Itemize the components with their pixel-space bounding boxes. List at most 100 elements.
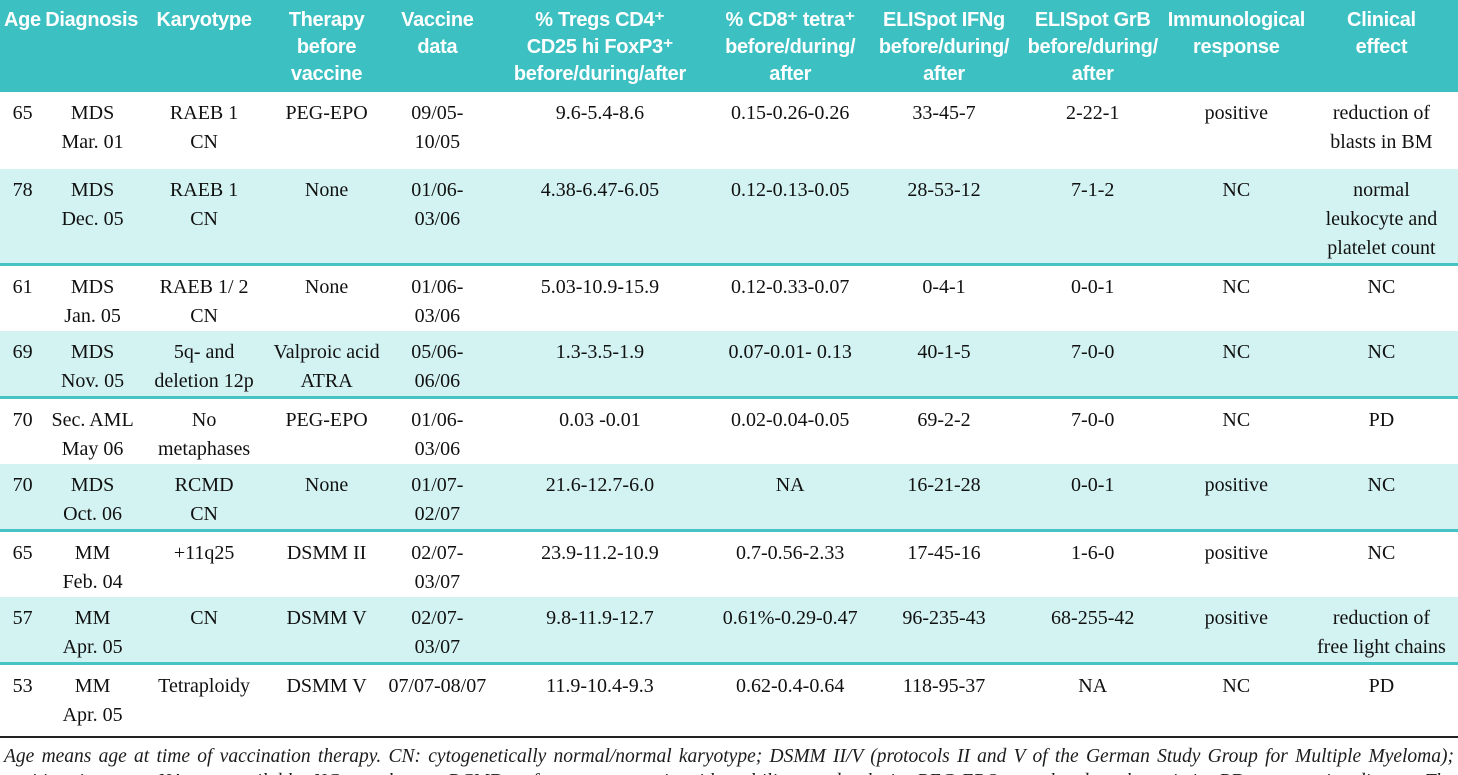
- header-row: Age Diagnosis Karyotype Therapy before vaccin…: [0, 0, 1458, 92]
- cell-1-therapy: PEG-EPO: [268, 92, 385, 169]
- cell-line: No: [191, 409, 217, 431]
- header-line: Karyotype: [156, 9, 252, 31]
- header-line: vaccine: [290, 63, 363, 85]
- cell-6-tregs: 21.6-12.7-6.0: [489, 464, 710, 532]
- cell-line: free light chains: [1317, 636, 1446, 658]
- cell-line: 69: [12, 341, 33, 363]
- header-line: after: [923, 63, 965, 85]
- cell-9-age: 53: [0, 664, 45, 736]
- patient-row-3: 61 MDS Jan. 05 RAEB 1/ 2 CN None 01/06- 03/06 5.…: [0, 265, 1458, 332]
- patient-row-5: 70 Sec. AML May 06 No metaphases PEG-EPO 01/06…: [0, 398, 1458, 465]
- cell-1-karyotype: RAEB 1 CN: [140, 92, 268, 169]
- cell-line: 7-1-2: [1071, 179, 1115, 201]
- cell-4-grb: 7-0-0: [1017, 331, 1168, 399]
- cell-line: 21.6-12.7-6.0: [545, 474, 655, 496]
- cell-4-karyotype: 5q- and deletion 12p: [139, 331, 269, 399]
- cell-line: 7-0-0: [1071, 341, 1115, 363]
- header-line: Therapy: [288, 9, 365, 31]
- cell-line: NC: [1367, 276, 1396, 298]
- cell-line: Mar. 01: [61, 131, 124, 153]
- header-line: Diagnosis: [45, 9, 139, 31]
- cell-line: 05/06-: [411, 341, 464, 363]
- cell-line: 0-0-1: [1071, 276, 1115, 298]
- cell-8-diagnosis: MM Apr. 05: [45, 597, 140, 665]
- cell-line: 0.61%-0.29-0.47: [722, 607, 858, 629]
- cell-line: 70: [12, 409, 33, 431]
- cell-3-vaccine: 01/06- 03/06: [385, 265, 490, 332]
- cell-line: Oct. 06: [63, 503, 123, 525]
- cell-line: RCMD: [174, 474, 234, 496]
- cell-3-karyotype: RAEB 1/ 2 CN: [140, 265, 268, 332]
- header-cell-clinical: Clinical effect: [1304, 0, 1458, 92]
- patient-row-1: 65 MDS Mar. 01 RAEB 1 CN PEG-EPO 09/05- 10/05 9.…: [0, 92, 1458, 169]
- header-line: after: [769, 63, 812, 85]
- cell-line: 02/07-: [411, 542, 464, 564]
- cell-line: 0-0-1: [1071, 474, 1115, 496]
- header-cell-cd8: % CD8⁺ tetra⁺ before/during/after: [710, 0, 871, 92]
- cell-4-tregs: 1.3-3.5-1.9: [489, 331, 710, 399]
- cell-line: MM: [74, 542, 111, 564]
- cell-2-vaccine: 01/06- 03/06: [384, 169, 490, 266]
- cell-2-tregs: 4.38-6.47-6.05: [489, 169, 710, 266]
- cell-line: 07/07-08/07: [388, 675, 487, 697]
- cell-line: NC: [1222, 276, 1251, 298]
- cell-line: None: [304, 474, 349, 496]
- header-line: response: [1193, 36, 1280, 58]
- header-cell-ifng: ELISpot IFNg before/during/after: [870, 0, 1018, 92]
- footnote: Age means age at time of vaccination the…: [4, 745, 1454, 775]
- cell-line: deletion 12p: [154, 370, 254, 392]
- cell-6-cd8: NA: [710, 464, 871, 532]
- cell-line: 69-2-2: [917, 409, 971, 431]
- cell-line: 5.03-10.9-15.9: [540, 276, 660, 298]
- cell-9-grb: NA: [1018, 664, 1168, 736]
- cell-4-diagnosis: MDS Nov. 05: [45, 331, 140, 399]
- cell-5-immuno: NC: [1168, 398, 1305, 465]
- cell-8-age: 57: [0, 597, 46, 665]
- cell-line: 0.15-0.26-0.26: [731, 102, 850, 124]
- cell-line: 28-53-12: [907, 179, 981, 201]
- cell-9-ifng: 118-95-37: [870, 664, 1017, 736]
- cell-6-ifng: 16-21-28: [870, 464, 1018, 532]
- cell-line: DSMM V: [286, 675, 367, 697]
- cell-1-clinical: reduction of blasts in BM: [1305, 92, 1458, 169]
- cell-9-clinical: PD: [1305, 664, 1458, 736]
- cell-6-age: 70: [0, 464, 46, 532]
- cell-line: 57: [12, 607, 33, 629]
- cell-8-ifng: 96-235-43: [870, 597, 1018, 665]
- cell-line: PEG-EPO: [285, 409, 368, 431]
- patient-vaccination-table: Age Diagnosis Karyotype Therapy before vaccin…: [0, 0, 1458, 736]
- cell-5-diagnosis: Sec. AML May 06: [45, 398, 140, 465]
- cell-line: None: [304, 179, 349, 201]
- cell-line: 03/06: [414, 208, 461, 230]
- cell-1-cd8: 0.15-0.26-0.26: [710, 92, 870, 169]
- cell-line: 03/06: [414, 438, 461, 460]
- cell-line: MM: [74, 607, 111, 629]
- cell-4-age: 69: [0, 331, 46, 399]
- cell-line: May 06: [61, 438, 124, 460]
- cell-line: 53: [12, 675, 33, 697]
- cell-2-diagnosis: MDS Dec. 05: [45, 169, 140, 266]
- cell-3-therapy: None: [268, 265, 385, 332]
- cell-line: 23.9-11.2-10.9: [541, 542, 659, 564]
- cell-line: 0.12-0.13-0.05: [731, 179, 850, 201]
- cell-line: 9.8-11.9-12.7: [546, 607, 654, 629]
- cell-4-immuno: NC: [1167, 331, 1305, 399]
- cell-5-vaccine: 01/06- 03/06: [385, 398, 490, 465]
- cell-line: 1-6-0: [1071, 542, 1115, 564]
- patient-row-8: 57 MM Apr. 05 CN DSMM V 02/07- 03/07 9.8-11.9-1…: [0, 597, 1458, 665]
- cell-line: reduction of: [1332, 607, 1431, 629]
- patient-row-2: 78 MDS Dec. 05 RAEB 1 CN None 01/06- 03/06 4.38-…: [0, 169, 1458, 266]
- cell-line: PD: [1368, 409, 1395, 431]
- header-cell-vaccine: Vaccine data: [384, 0, 490, 92]
- cell-line: 16-21-28: [907, 474, 981, 496]
- cell-5-karyotype: No metaphases: [140, 398, 268, 465]
- cell-3-tregs: 5.03-10.9-15.9: [490, 265, 710, 332]
- cell-line: 01/07-: [411, 474, 464, 496]
- cell-line: MDS: [70, 474, 115, 496]
- cell-4-clinical: NC: [1304, 331, 1458, 399]
- cell-line: positive: [1204, 542, 1268, 564]
- cell-3-immuno: NC: [1168, 265, 1305, 332]
- cell-line: NC: [1222, 409, 1251, 431]
- cell-line: RAEB 1/ 2: [159, 276, 249, 298]
- cell-5-grb: 7-0-0: [1018, 398, 1168, 465]
